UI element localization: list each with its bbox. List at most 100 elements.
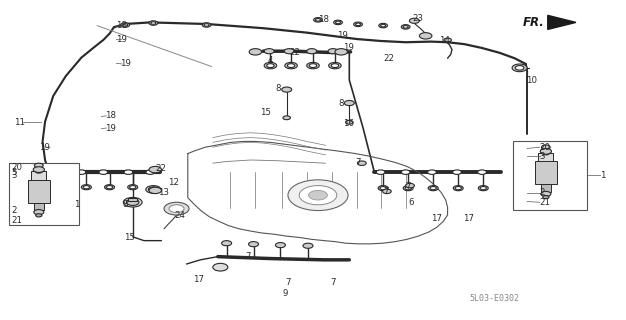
- Circle shape: [249, 242, 259, 247]
- Circle shape: [316, 19, 321, 21]
- Text: 19: 19: [337, 31, 347, 40]
- Circle shape: [478, 170, 486, 174]
- Circle shape: [453, 186, 463, 191]
- Text: 8: 8: [338, 99, 344, 108]
- Text: 18: 18: [105, 111, 116, 120]
- Text: 2: 2: [540, 188, 545, 197]
- Bar: [541, 184, 551, 192]
- Circle shape: [123, 197, 142, 207]
- Circle shape: [202, 23, 211, 27]
- Circle shape: [379, 23, 387, 28]
- Circle shape: [146, 186, 161, 193]
- Circle shape: [328, 49, 338, 54]
- Text: 7: 7: [406, 182, 411, 191]
- Circle shape: [419, 33, 432, 39]
- Circle shape: [335, 49, 347, 55]
- Circle shape: [357, 161, 366, 165]
- Text: 8: 8: [122, 200, 128, 209]
- Circle shape: [55, 170, 64, 174]
- Circle shape: [336, 21, 341, 24]
- Text: 15: 15: [260, 108, 271, 117]
- Circle shape: [543, 196, 549, 199]
- Text: 19: 19: [120, 60, 131, 68]
- Circle shape: [264, 62, 277, 69]
- Text: FR.: FR.: [523, 16, 545, 29]
- Circle shape: [303, 243, 313, 248]
- Circle shape: [149, 21, 158, 25]
- Circle shape: [164, 202, 189, 215]
- Circle shape: [540, 148, 552, 154]
- Circle shape: [299, 186, 337, 205]
- Text: 6: 6: [408, 198, 414, 207]
- Circle shape: [515, 66, 524, 70]
- Text: 19: 19: [39, 143, 49, 152]
- Circle shape: [83, 186, 90, 189]
- Circle shape: [130, 186, 136, 189]
- Text: 18: 18: [318, 15, 329, 24]
- Circle shape: [81, 185, 91, 190]
- Circle shape: [309, 64, 317, 68]
- Circle shape: [444, 38, 451, 42]
- Circle shape: [148, 187, 158, 192]
- Text: 7: 7: [356, 158, 361, 167]
- Circle shape: [455, 187, 461, 190]
- Text: 1: 1: [600, 171, 605, 180]
- Circle shape: [401, 25, 410, 29]
- Circle shape: [405, 187, 411, 190]
- Circle shape: [149, 187, 162, 194]
- Circle shape: [453, 170, 461, 174]
- Text: 22: 22: [289, 48, 300, 57]
- Text: 20: 20: [540, 143, 551, 152]
- Circle shape: [33, 167, 44, 172]
- Circle shape: [264, 49, 274, 54]
- Circle shape: [314, 18, 322, 22]
- Circle shape: [378, 186, 388, 191]
- Circle shape: [346, 120, 353, 124]
- Circle shape: [307, 49, 317, 54]
- Text: 7: 7: [383, 188, 389, 196]
- Circle shape: [34, 210, 44, 215]
- Text: 13: 13: [158, 188, 169, 197]
- Text: 20: 20: [11, 163, 23, 172]
- Circle shape: [406, 183, 414, 188]
- Text: 14: 14: [439, 36, 451, 45]
- Circle shape: [403, 26, 408, 28]
- Bar: [128, 198, 137, 201]
- Text: 1: 1: [74, 200, 80, 209]
- Circle shape: [401, 170, 410, 174]
- Bar: [31, 171, 46, 180]
- Text: 19: 19: [116, 36, 126, 44]
- Text: 21: 21: [11, 216, 23, 225]
- Text: 17: 17: [463, 214, 475, 223]
- Text: 17: 17: [193, 275, 204, 284]
- Circle shape: [275, 243, 285, 248]
- Text: 18: 18: [116, 21, 127, 30]
- Circle shape: [288, 180, 348, 211]
- Text: 3: 3: [540, 152, 545, 161]
- Text: 23: 23: [412, 14, 423, 23]
- Circle shape: [283, 116, 290, 120]
- Bar: [513, 141, 587, 210]
- Text: 15: 15: [124, 233, 135, 242]
- Text: 2: 2: [11, 206, 17, 215]
- Circle shape: [428, 186, 438, 191]
- Text: 7: 7: [285, 278, 290, 287]
- Circle shape: [105, 185, 115, 190]
- Text: 10: 10: [526, 76, 537, 85]
- Circle shape: [376, 170, 385, 174]
- Circle shape: [307, 62, 319, 69]
- Circle shape: [204, 24, 209, 26]
- Text: 19: 19: [105, 124, 116, 133]
- Circle shape: [146, 170, 155, 174]
- Text: 5L03-E0302: 5L03-E0302: [470, 294, 520, 303]
- Circle shape: [151, 22, 156, 24]
- Circle shape: [169, 205, 184, 212]
- Text: 21: 21: [540, 198, 551, 207]
- Circle shape: [356, 23, 361, 26]
- Text: 19: 19: [343, 43, 354, 52]
- Circle shape: [512, 64, 527, 72]
- Text: 22: 22: [383, 54, 394, 63]
- Text: 4: 4: [268, 56, 274, 65]
- Bar: [538, 153, 553, 162]
- Circle shape: [403, 186, 413, 191]
